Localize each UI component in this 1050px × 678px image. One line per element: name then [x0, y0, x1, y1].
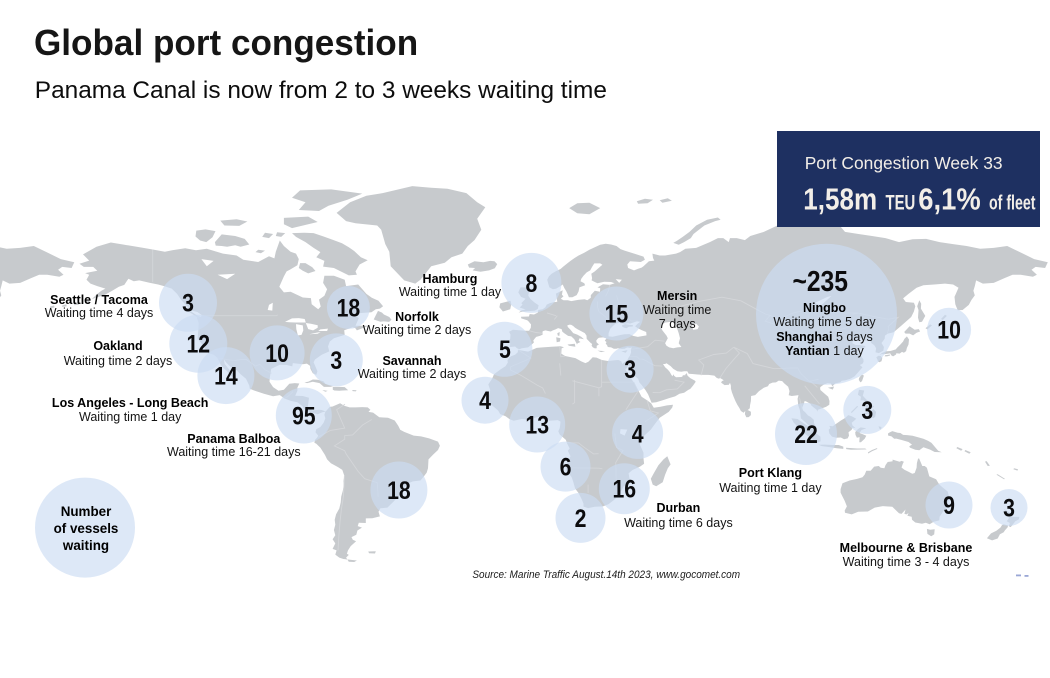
svg-text:3: 3: [182, 289, 194, 317]
svg-text:18: 18: [337, 294, 361, 322]
svg-text:TEU: TEU: [886, 191, 916, 214]
svg-text:5: 5: [499, 336, 511, 364]
svg-text:6,1%: 6,1%: [918, 183, 980, 217]
svg-text:1,58m: 1,58m: [803, 182, 877, 217]
svg-text:15: 15: [605, 300, 629, 328]
svg-text:8: 8: [525, 269, 537, 297]
svg-text:16: 16: [612, 475, 636, 503]
svg-text:6: 6: [560, 453, 572, 481]
svg-text:10: 10: [265, 339, 289, 367]
svg-text:4: 4: [479, 386, 491, 414]
svg-text:of fleet: of fleet: [989, 191, 1036, 214]
svg-text:95: 95: [292, 402, 316, 430]
svg-text:Source: Marine Traffic August.: Source: Marine Traffic August.14th 2023,…: [472, 568, 740, 581]
svg-text:3: 3: [330, 346, 342, 374]
svg-text:9: 9: [943, 491, 955, 519]
svg-text:Port Congestion Week 33: Port Congestion Week 33: [805, 153, 1003, 173]
svg-text:4: 4: [632, 420, 644, 448]
svg-text:2: 2: [575, 504, 587, 532]
svg-text:~235: ~235: [792, 265, 848, 297]
svg-text:22: 22: [794, 420, 818, 448]
svg-text:3: 3: [624, 355, 636, 383]
svg-text:10: 10: [937, 316, 961, 344]
svg-text:13: 13: [525, 411, 549, 439]
svg-text:14: 14: [214, 362, 238, 390]
svg-text:12: 12: [186, 330, 210, 358]
svg-text:3: 3: [1003, 494, 1015, 522]
svg-text:3: 3: [861, 396, 873, 424]
svg-text:18: 18: [387, 476, 411, 504]
